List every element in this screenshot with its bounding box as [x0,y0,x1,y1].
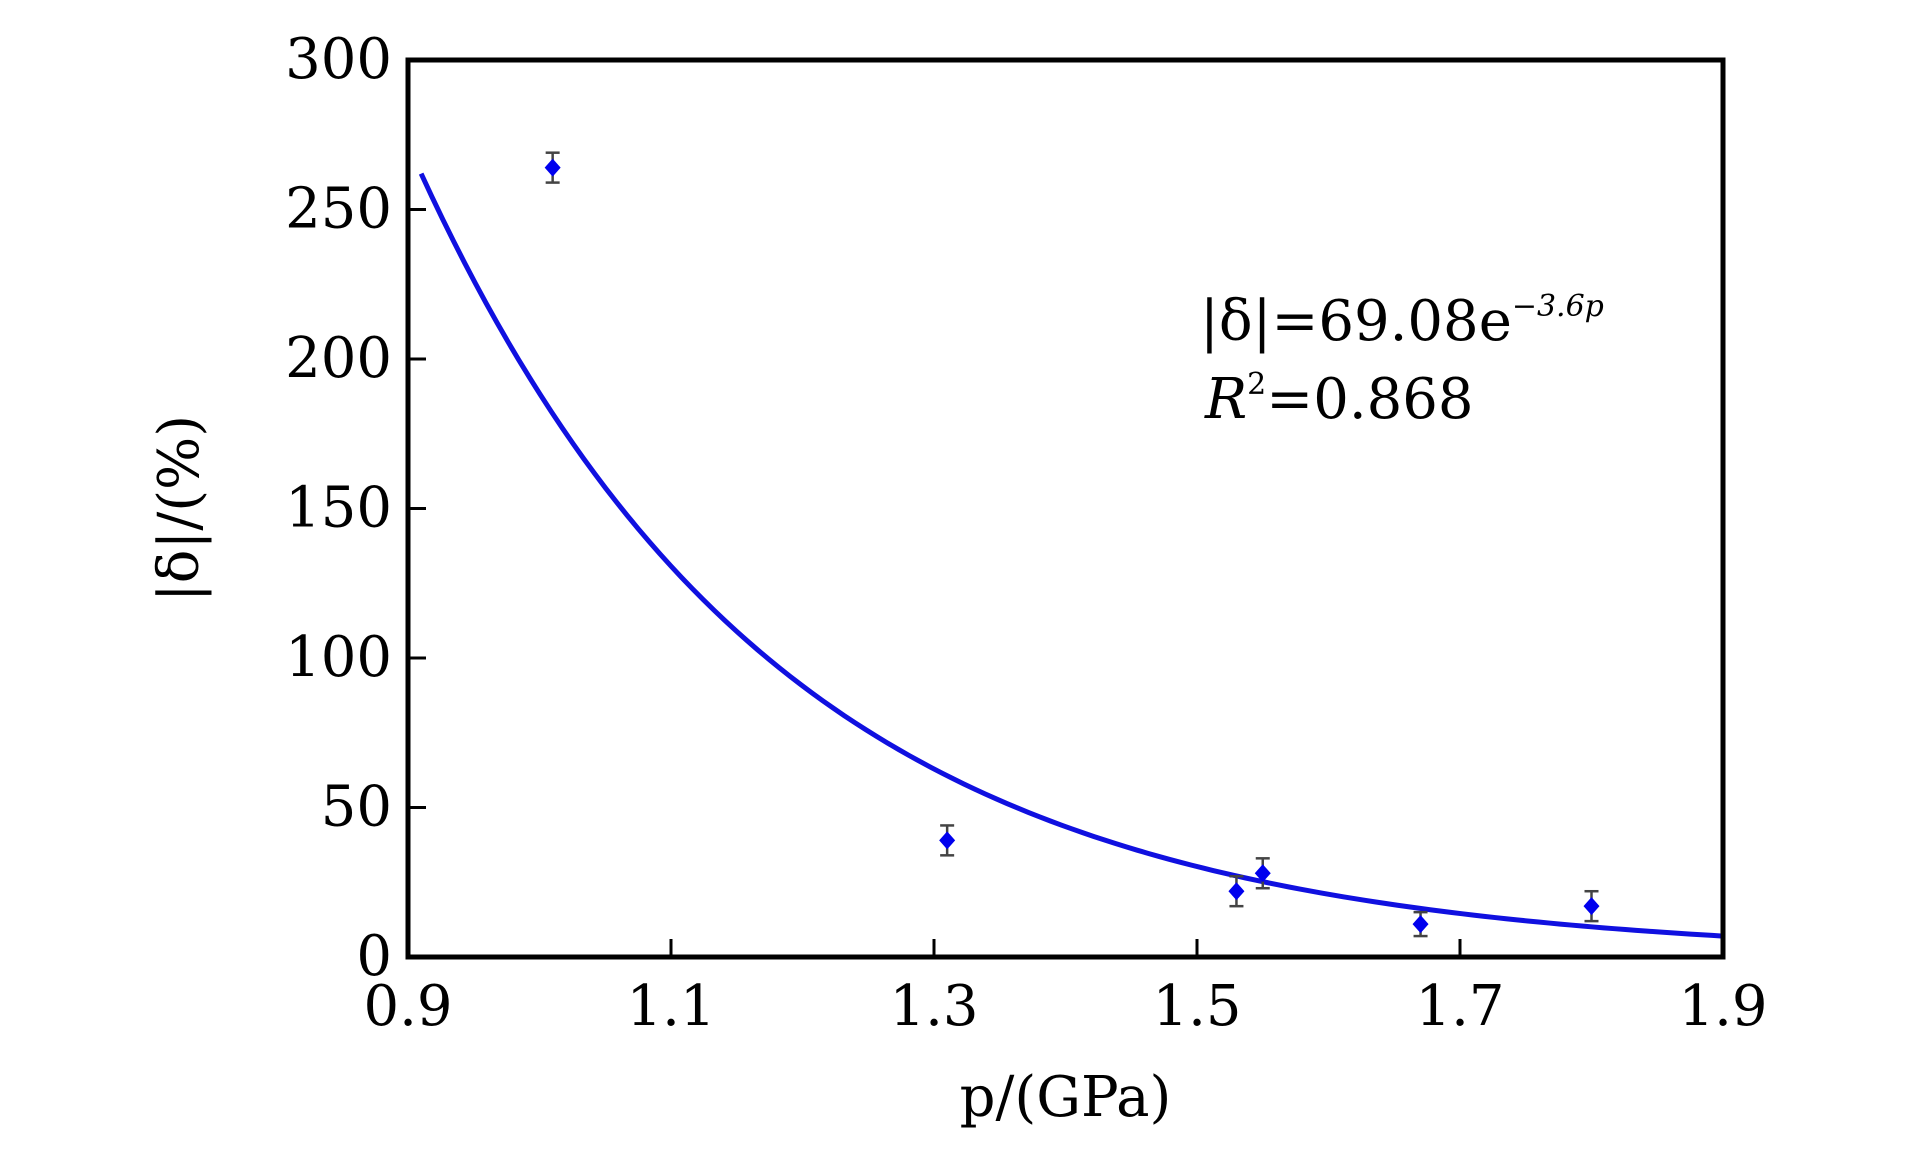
x-tick-label: 1.9 [1678,974,1767,1039]
x-axis-label: p/(GPa) [960,1065,1172,1130]
y-tick-label: 100 [285,625,392,690]
r-squared-label: R [1204,367,1247,432]
r-squared: R2=0.868 [1204,367,1474,432]
y-tick-label: 0 [356,924,392,989]
y-tick-label: 200 [285,326,392,391]
r-squared-sup: 2 [1247,367,1266,402]
diamond-marker [1583,897,1600,916]
x-tick-label: 1.7 [1415,974,1504,1039]
x-tick-label: 1.3 [889,974,978,1039]
data-point [1228,875,1245,908]
y-tick-label: 50 [321,775,392,840]
data-point [544,151,561,184]
fit-equation: |δ|=69.08e−3.6p [1200,289,1604,354]
x-tick-label: 0.9 [363,974,452,1039]
fit-equation-exponent: −3.6p [1512,289,1604,324]
data-point [1412,910,1429,938]
diamond-marker [1412,915,1429,934]
equation-annotation: |δ|=69.08e−3.6p R2=0.868 [1200,289,1604,432]
y-tick-label: 250 [285,177,392,242]
y-tick-label: 150 [285,476,392,541]
data-point [1254,857,1271,890]
diamond-marker [1254,864,1271,883]
y-axis-label: |δ|/(%) [147,415,212,602]
fit-equation-main: |δ|=69.08e [1200,289,1512,354]
points-layer [544,151,1600,938]
y-tick-label: 300 [285,27,392,92]
x-tick-label: 1.1 [626,974,715,1039]
data-point [939,824,956,857]
data-point [1583,889,1600,923]
diamond-marker [1228,882,1245,901]
r-squared-value: =0.868 [1266,367,1473,432]
ticks-layer: 0.9 1.1 1.3 1.5 1.7 1.9 0 50 100 150 200 250 300 [285,27,1767,1039]
x-tick-label: 1.5 [1152,974,1241,1039]
diamond-marker [939,831,956,850]
fit-curve [418,172,1724,939]
plot-frame [405,57,1726,960]
diamond-marker [544,158,561,177]
